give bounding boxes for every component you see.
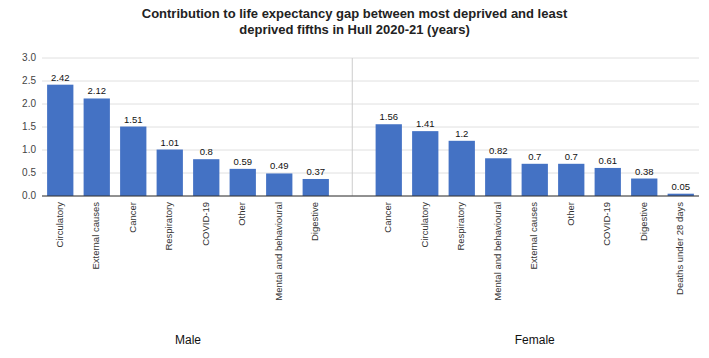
data-label: 1.01 [161, 137, 180, 148]
data-label: 0.49 [270, 160, 289, 171]
bar [558, 164, 584, 196]
y-tick-label: 0.5 [22, 167, 36, 178]
bar [412, 131, 438, 196]
data-label: 1.2 [455, 128, 468, 139]
data-label: 0.7 [528, 151, 541, 162]
data-label: 0.61 [599, 155, 618, 166]
data-label: 2.42 [51, 72, 70, 83]
bar [303, 179, 329, 196]
x-tick-label: Other [565, 202, 576, 226]
x-tick-label: Digestive [638, 202, 649, 241]
group-label: Male [175, 333, 201, 347]
y-tick-label: 3.0 [22, 52, 36, 63]
x-tick-label: Circulatory [54, 202, 65, 248]
bar [47, 85, 73, 196]
x-tick-label: Cancer [382, 202, 393, 233]
x-tick-label: COVID-19 [601, 202, 612, 246]
x-tick-label: Mental and behavioural [273, 202, 284, 301]
bar [449, 141, 475, 196]
data-label: 2.12 [88, 85, 107, 96]
grid-line [42, 58, 699, 59]
bars [47, 85, 694, 196]
y-axis: 0.0 0.5 1.0 1.5 2.0 2.5 3.0 [22, 52, 699, 201]
group-separator [352, 58, 353, 196]
bar [595, 168, 621, 196]
labels: 2.42 Circulatory 2.12 External causes 1.51 Ca… [51, 72, 690, 347]
data-label: 0.37 [307, 166, 326, 177]
bar [522, 164, 548, 196]
x-tick-label: Cancer [127, 202, 138, 233]
bar [376, 124, 402, 196]
x-tick-label: Digestive [309, 202, 320, 241]
data-label: 0.82 [489, 145, 508, 156]
x-tick-label: COVID-19 [200, 202, 211, 246]
x-tick-label: External causes [528, 202, 539, 270]
y-tick-label: 1.5 [22, 121, 36, 132]
x-tick-label: Respiratory [163, 202, 174, 251]
bar [157, 150, 183, 196]
data-label: 0.05 [672, 181, 691, 192]
x-tick-label: Mental and behavioural [492, 202, 503, 301]
grid-line [42, 104, 699, 105]
y-tick-label: 1.0 [22, 144, 36, 155]
bar [84, 98, 110, 196]
title: Contribution to life expectancy gap betw… [142, 6, 568, 37]
bar [485, 158, 511, 196]
x-axis-line [42, 196, 699, 197]
y-tick-label: 0.0 [22, 190, 36, 201]
bar [631, 179, 657, 196]
bar [120, 127, 146, 196]
grid-line [42, 81, 699, 82]
data-label: 0.7 [565, 151, 578, 162]
y-tick-label: 2.0 [22, 98, 36, 109]
bar [230, 169, 256, 196]
x-tick-label: External causes [90, 202, 101, 270]
x-tick-label: Circulatory [419, 202, 430, 248]
x-tick-label: Respiratory [455, 202, 466, 251]
bar [266, 173, 292, 196]
group-label: Female [515, 333, 555, 347]
chart: Contribution to life expectancy gap betw… [0, 0, 709, 358]
data-label: 0.38 [635, 166, 654, 177]
x-tick-label: Deaths under 28 days [674, 202, 685, 295]
data-label: 1.51 [124, 114, 143, 125]
data-label: 1.41 [416, 118, 435, 129]
y-tick-label: 2.5 [22, 75, 36, 86]
grid-line [42, 196, 699, 197]
data-label: 1.56 [380, 111, 399, 122]
data-label: 0.8 [200, 146, 213, 157]
x-tick-label: Other [236, 202, 247, 226]
bar [193, 159, 219, 196]
data-label: 0.59 [234, 156, 253, 167]
